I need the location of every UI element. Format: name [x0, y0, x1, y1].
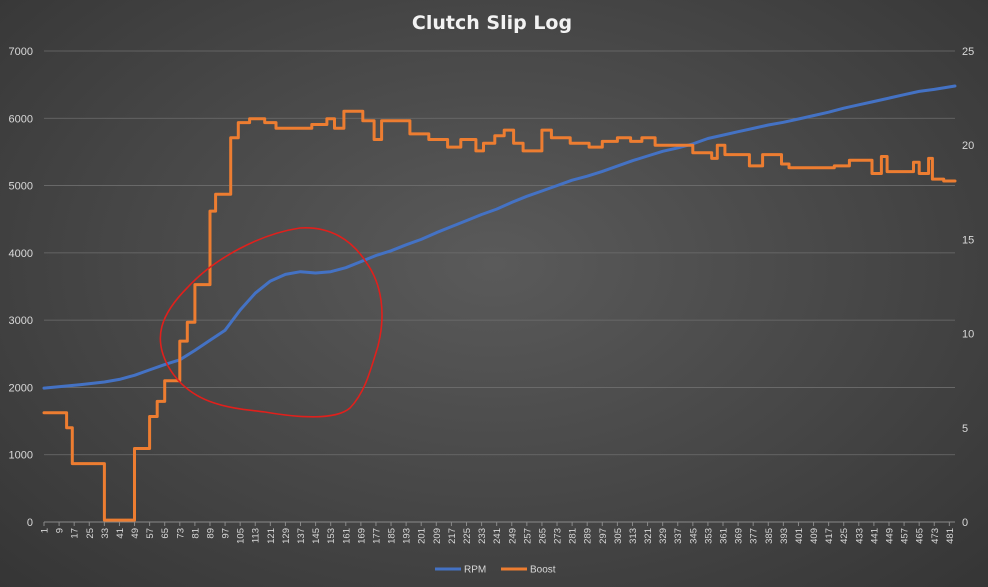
series-line-rpm: [42, 84, 957, 390]
x-tick-label: 9: [55, 528, 66, 533]
x-tick-label: 73: [175, 528, 186, 539]
x-tick-label: 289: [583, 528, 594, 544]
x-tick-label: 257: [522, 528, 533, 544]
x-tick-label: 377: [749, 528, 760, 544]
y-left-tick-label: 6000: [9, 113, 33, 125]
x-tick-label: 353: [703, 528, 714, 544]
gridlines: [44, 50, 955, 523]
x-tick-label: 265: [537, 528, 548, 544]
x-tick-label: 41: [115, 528, 126, 539]
series-line-boost: [42, 109, 957, 522]
x-tick-label: 281: [568, 528, 579, 544]
x-tick-label: 201: [417, 528, 428, 544]
x-tick-label: 49: [130, 528, 141, 539]
x-tick-label: 313: [628, 528, 639, 544]
x-tick-label: 129: [281, 528, 292, 544]
y-right-tick-label: 15: [962, 234, 974, 246]
y-right-tick-label: 25: [962, 46, 974, 58]
x-tick-label: 161: [341, 528, 352, 544]
x-tick-label: 121: [266, 528, 277, 544]
x-tick-label: 297: [598, 528, 609, 544]
legend: RPM Boost: [435, 565, 556, 576]
x-tick-label: 225: [462, 528, 473, 544]
y-axis-right: 0 5 10 15 20 25: [962, 46, 974, 529]
x-tick-label: 385: [764, 528, 775, 544]
x-tick-label: 153: [326, 528, 337, 544]
x-tick-label: 329: [658, 528, 669, 544]
y-right-tick-label: 10: [962, 329, 974, 341]
x-tick-label: 273: [553, 528, 564, 544]
x-tick-label: 249: [507, 528, 518, 544]
x-tick-label: 33: [100, 528, 111, 539]
x-tick-label: 409: [809, 528, 820, 544]
x-tick-label: 113: [251, 528, 262, 543]
x-tick-label: 185: [387, 528, 398, 544]
x-tick-label: 305: [613, 528, 624, 544]
y-right-tick-label: 5: [962, 423, 968, 435]
y-right-tick-label: 20: [962, 140, 974, 152]
y-left-tick-label: 1000: [9, 450, 33, 462]
legend-label-boost: Boost: [530, 565, 556, 576]
x-tick-label: 81: [190, 528, 201, 539]
x-tick-label: 457: [900, 528, 911, 544]
x-tick-label: 369: [734, 528, 745, 544]
x-tick-label: 65: [160, 528, 171, 539]
x-tick-label: 169: [356, 528, 367, 544]
x-tick-label: 465: [915, 528, 926, 544]
x-tick-label: 145: [311, 528, 322, 544]
x-tick-label: 481: [945, 528, 956, 544]
x-tick-label: 449: [884, 528, 895, 544]
x-tick-label: 321: [643, 528, 654, 544]
x-tick-label: 97: [221, 528, 232, 539]
y-left-tick-label: 3000: [9, 315, 33, 327]
x-tick-label: 177: [371, 528, 382, 544]
x-tick-label: 25: [85, 528, 96, 539]
x-tick-label: 401: [794, 528, 805, 544]
x-tick-label: 137: [296, 528, 307, 544]
y-left-tick-label: 7000: [9, 46, 33, 58]
x-tick-label: 1: [40, 528, 51, 533]
x-tick-label: 393: [779, 528, 790, 544]
x-tick-label: 345: [688, 528, 699, 544]
x-tick-label: 217: [447, 528, 458, 544]
x-tick-label: 105: [236, 528, 247, 544]
y-left-tick-label: 0: [27, 517, 33, 529]
x-tick-label: 241: [492, 528, 503, 544]
x-tick-label: 233: [477, 528, 488, 544]
x-tick-label: 337: [673, 528, 684, 544]
x-tick-label: 417: [824, 528, 835, 544]
x-tick-label: 425: [839, 528, 850, 544]
series-lines: [42, 84, 957, 522]
x-tick-label: 89: [205, 528, 216, 539]
y-left-tick-label: 2000: [9, 382, 33, 394]
x-axis: 1 9 17 25 33 41 49 57 65 73 81 89 97 105 113 121 129 137 1…: [40, 522, 956, 544]
x-tick-label: 209: [432, 528, 443, 544]
y-right-tick-label: 0: [962, 517, 968, 529]
red-annotation-circle: [159, 227, 383, 418]
x-tick-label: 361: [719, 528, 730, 544]
x-tick-label: 17: [70, 528, 81, 539]
legend-label-rpm: RPM: [464, 565, 486, 576]
y-axis-left: 0 1000 2000 3000 4000 5000 6000 7000: [9, 46, 33, 529]
y-left-tick-label: 4000: [9, 248, 33, 260]
x-tick-label: 193: [402, 528, 413, 544]
chart-title: Clutch Slip Log: [412, 12, 572, 34]
x-tick-label: 433: [854, 528, 865, 544]
x-tick-label: 441: [869, 528, 880, 544]
y-left-tick-label: 5000: [9, 181, 33, 193]
x-tick-label: 57: [145, 528, 156, 539]
x-tick-label: 473: [930, 528, 941, 544]
